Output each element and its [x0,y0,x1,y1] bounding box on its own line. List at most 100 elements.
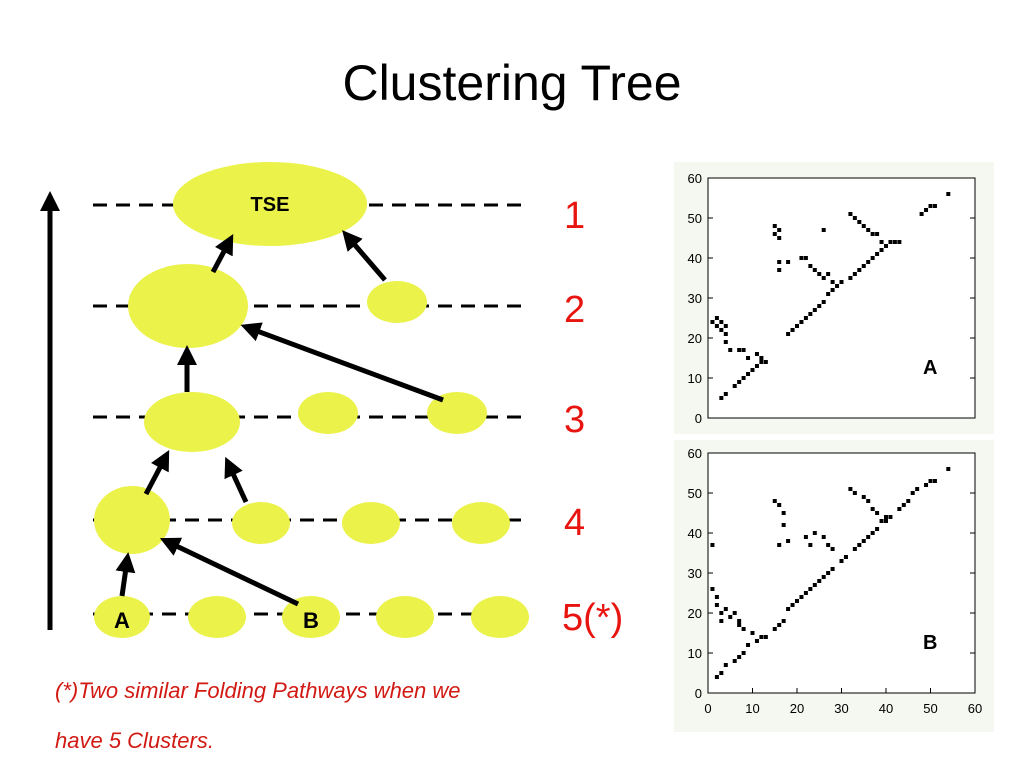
node [452,502,510,544]
contact-point [795,599,799,603]
arrow [115,552,136,597]
contact-point [732,611,737,615]
contact-point [861,224,866,228]
contact-point [723,392,728,396]
level-label: 2 [564,289,585,331]
contact-point [919,212,924,216]
contact-point [821,300,826,304]
contact-point [812,308,817,312]
contact-point [924,483,929,487]
contact-point [835,284,840,288]
contact-point [866,260,871,264]
panel-label: B [923,632,937,654]
level-label: 1 [564,195,585,237]
y-tick-label: 10 [688,646,702,661]
contact-point [866,228,871,232]
node [188,596,246,638]
contact-point [746,372,751,376]
node [173,162,367,246]
contact-point [812,583,817,587]
contact-point [741,348,746,352]
tree: TSE A B 1 2 3 4 5(*) [40,162,623,639]
y-tick-label: 60 [688,171,702,186]
node [367,281,427,323]
contact-point [754,352,759,356]
contact-point [728,615,733,619]
arrow [224,456,249,504]
contact-point [866,535,871,539]
contact-point [852,491,857,495]
contact-point [786,260,791,264]
arrow [143,450,170,496]
contact-point [777,236,782,240]
contact-point [870,507,875,511]
contact-point [777,623,782,627]
contact-point [875,527,880,531]
panel-label: A [923,357,937,379]
contact-point [714,324,719,328]
y-tick-label: 60 [688,446,702,461]
plot-frame [707,452,976,694]
contact-point [839,559,844,563]
contact-point [737,619,742,623]
contact-point [857,268,862,272]
contact-point [777,503,782,507]
y-tick-label: 0 [695,686,702,701]
contact-point [719,396,724,400]
contact-point [852,272,857,276]
arrow [159,537,300,607]
contact-point [924,208,929,212]
contact-point [910,491,915,495]
contact-point [719,320,724,324]
level-label: 4 [564,502,585,544]
contact-point [710,543,715,547]
contact-point [839,280,844,284]
x-tick-label: 10 [745,701,759,716]
node-label: TSE [251,194,290,216]
contact-point [732,659,737,663]
node [128,264,248,348]
contact-point [777,268,782,272]
contact-point [830,280,835,284]
node-label: A [114,608,130,633]
contact-point [826,292,831,296]
contact-point [786,539,791,543]
contact-point [719,328,724,332]
contact-point [906,499,911,503]
y-tick-label: 50 [688,486,702,501]
footnote: (*)Two similar Folding Pathways when we [55,678,461,703]
title: Clustering Tree [342,55,681,111]
contact-point [817,579,822,583]
contact-point [821,575,826,579]
contact-point [786,607,791,611]
contact-point [723,324,728,328]
contact-point [808,312,813,316]
arrow [342,230,387,282]
contact-point [879,519,884,523]
contact-point [741,651,746,655]
plot-frame [707,177,976,419]
contact-point [777,543,782,547]
contact-point [861,264,866,268]
x-tick-label: 50 [923,701,937,716]
contact-point [746,356,751,360]
node [144,392,240,452]
contact-point [879,248,884,252]
contact-point [870,531,875,535]
y-tick-label: 40 [688,251,702,266]
contact-point [812,268,817,272]
node [376,596,434,638]
x-tick-label: 0 [704,701,711,716]
contact-point [821,228,826,232]
y-tick-label: 40 [688,526,702,541]
contact-point [790,328,795,332]
contact-point [875,252,880,256]
contact-point [892,240,897,244]
level-label: 3 [564,399,585,441]
y-tick-label: 50 [688,211,702,226]
contact-point [848,276,853,280]
contact-point [932,479,937,483]
contact-point [737,380,742,384]
arrow [240,322,444,403]
contact-point [808,587,813,591]
